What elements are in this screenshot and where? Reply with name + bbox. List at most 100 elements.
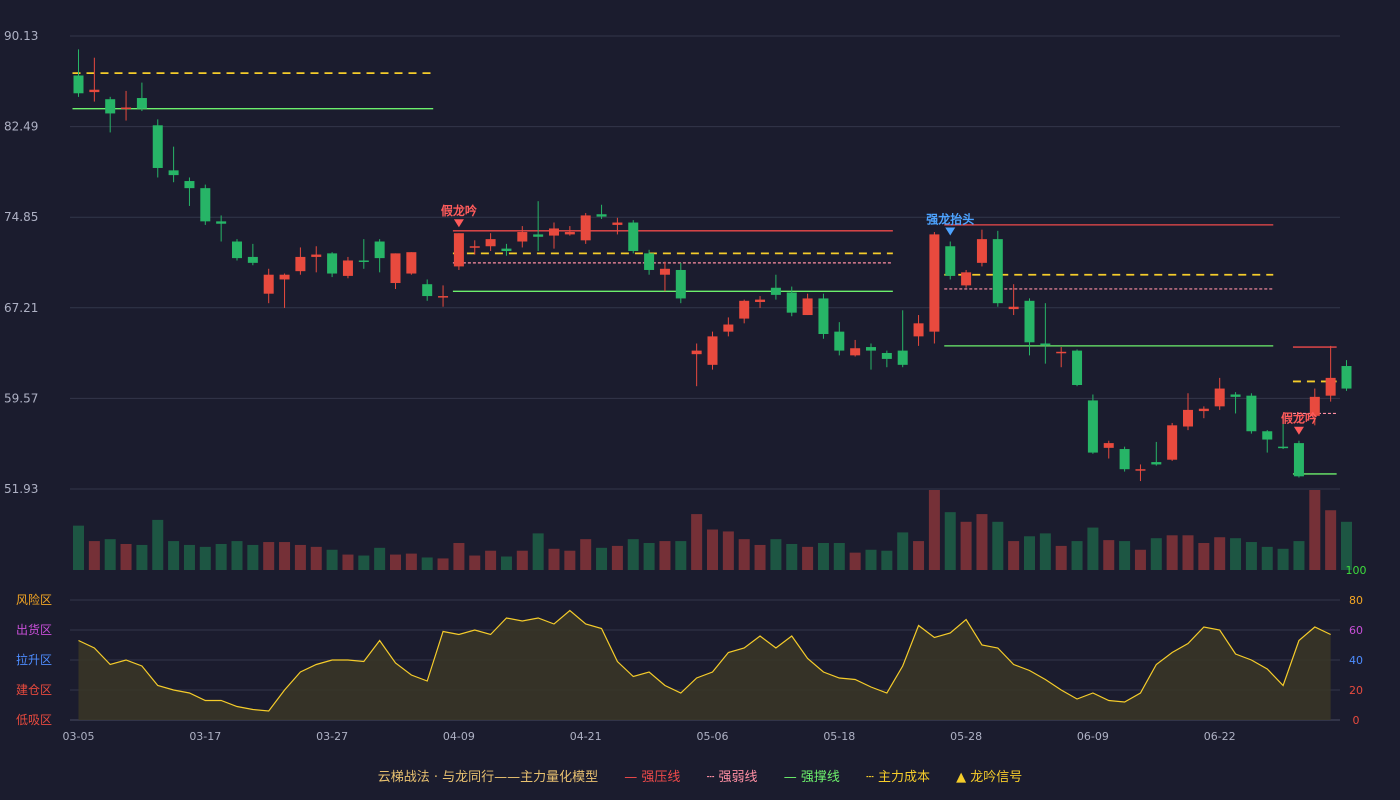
date-tick-label: 03-27 bbox=[316, 730, 348, 743]
volume-bar bbox=[294, 544, 306, 570]
volume-bar bbox=[500, 556, 512, 570]
volume-bar bbox=[786, 543, 798, 570]
signal-arrow-icon bbox=[945, 227, 956, 236]
volume-bar bbox=[263, 542, 275, 570]
volume-bar bbox=[960, 521, 972, 570]
candle-body bbox=[89, 89, 100, 93]
signal-label: 假龙吟 bbox=[1281, 411, 1317, 426]
legend-cost: ┄ 主力成本 bbox=[866, 770, 930, 785]
volume-bar bbox=[168, 541, 180, 570]
candle-body bbox=[818, 298, 829, 335]
candle-body bbox=[929, 234, 940, 332]
candle-body bbox=[897, 350, 908, 365]
candle-body bbox=[533, 234, 544, 237]
volume-bar bbox=[1182, 535, 1194, 570]
signal-arrow-icon bbox=[1293, 426, 1304, 435]
candle-body bbox=[263, 274, 274, 294]
candle-body bbox=[453, 233, 464, 267]
candle-body bbox=[152, 125, 163, 168]
volume-bar bbox=[564, 550, 576, 570]
volume-bar bbox=[1230, 538, 1242, 570]
volume-bar bbox=[88, 541, 100, 570]
volume-bar bbox=[405, 553, 417, 570]
legend-weak-swatch: ┄ bbox=[706, 770, 715, 785]
candle-body bbox=[121, 107, 132, 110]
candle-body bbox=[770, 287, 781, 295]
volume-bar bbox=[1055, 545, 1067, 570]
volume-bar bbox=[944, 512, 956, 570]
candle-body bbox=[834, 331, 845, 351]
volume-bar bbox=[532, 533, 544, 570]
volume-bar bbox=[627, 539, 639, 570]
volume-bar bbox=[279, 542, 291, 570]
candle-body bbox=[485, 239, 496, 247]
candle-body bbox=[1262, 431, 1273, 440]
indicator-zone-label: 出货区 bbox=[16, 622, 52, 637]
candle-body bbox=[564, 232, 575, 235]
date-tick-label: 04-09 bbox=[443, 730, 475, 743]
volume-bar bbox=[1245, 542, 1257, 570]
candle-body bbox=[1293, 443, 1304, 477]
candle-body bbox=[580, 215, 591, 241]
candle-body bbox=[596, 214, 607, 217]
volume-bar bbox=[754, 544, 766, 570]
candle-body bbox=[866, 347, 876, 351]
candle-body bbox=[517, 232, 528, 242]
price-tick-label: 90.13 bbox=[4, 29, 38, 43]
candle-body bbox=[707, 336, 718, 365]
volume-bar bbox=[104, 539, 116, 570]
candle-body bbox=[675, 269, 686, 299]
volume-bar bbox=[596, 547, 608, 570]
candle-body bbox=[549, 228, 559, 236]
candle-body bbox=[945, 246, 956, 276]
signal-label: 强龙抬头 bbox=[926, 212, 974, 227]
candle-body bbox=[802, 298, 813, 316]
price-tick-label: 82.49 bbox=[4, 120, 38, 134]
candle-body bbox=[1325, 377, 1336, 396]
volume-bar bbox=[215, 543, 227, 570]
volume-bar bbox=[358, 555, 370, 570]
candle-body bbox=[1135, 469, 1146, 471]
indicator-tick-label: 40 bbox=[1349, 654, 1363, 667]
volume-bar bbox=[342, 554, 354, 570]
candle-body bbox=[390, 253, 401, 284]
candle-body bbox=[327, 253, 338, 274]
volume-bar bbox=[1134, 549, 1146, 570]
price-tick-label: 51.93 bbox=[4, 482, 38, 496]
signal-arrow-icon bbox=[453, 219, 464, 228]
volume-bar bbox=[802, 546, 814, 570]
legend-cost-label: 主力成本 bbox=[877, 770, 930, 785]
volume-bar bbox=[1309, 490, 1321, 570]
candle-body bbox=[501, 248, 512, 251]
volume-bar bbox=[120, 543, 132, 570]
candle-body bbox=[755, 299, 766, 302]
date-tick-label: 06-22 bbox=[1204, 730, 1236, 743]
price-tick-label: 67.21 bbox=[4, 301, 38, 315]
candle-body bbox=[881, 352, 892, 359]
candle-body bbox=[1103, 443, 1114, 448]
volume-bar bbox=[580, 539, 592, 570]
volume-bar bbox=[1087, 527, 1099, 570]
legend-weak: ┄ 强弱线 bbox=[707, 770, 758, 785]
legend-signal-label: 龙吟信号 bbox=[970, 770, 1023, 785]
volume-bar bbox=[833, 543, 845, 570]
date-tick-label: 03-05 bbox=[63, 730, 95, 743]
indicator-tick-label: 20 bbox=[1349, 684, 1363, 697]
candle-body bbox=[659, 268, 670, 275]
volume-bar bbox=[516, 550, 528, 570]
date-tick-label: 05-28 bbox=[950, 730, 982, 743]
volume-bar bbox=[548, 548, 560, 570]
indicator-zone-label: 低吸区 bbox=[16, 713, 52, 727]
candle-body bbox=[992, 239, 1003, 304]
volume-bar bbox=[1214, 537, 1226, 570]
volume-bar bbox=[1166, 535, 1178, 570]
volume-bar bbox=[992, 521, 1004, 570]
candle-body bbox=[691, 350, 702, 355]
candle-body bbox=[1040, 343, 1051, 345]
indicator-zone-label: 建仓区 bbox=[16, 683, 52, 697]
volume-bar bbox=[374, 547, 386, 570]
candle-body bbox=[961, 272, 972, 286]
volume-bar bbox=[1119, 541, 1131, 570]
candle-body bbox=[1341, 366, 1352, 389]
